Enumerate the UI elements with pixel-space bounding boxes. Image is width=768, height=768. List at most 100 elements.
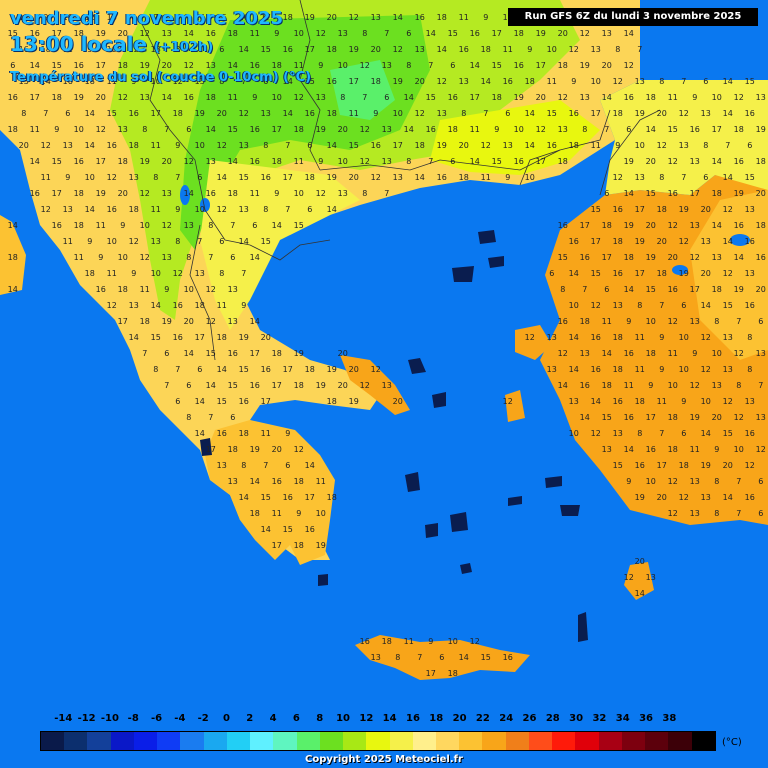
grid-value: 7 xyxy=(604,125,609,134)
grid-value: 8 xyxy=(362,189,367,198)
grid-value: 18 xyxy=(558,61,568,70)
grid-value: 11 xyxy=(503,45,513,54)
grid-value: 18 xyxy=(294,125,304,134)
grid-value: 19 xyxy=(305,13,315,22)
grid-value: 14 xyxy=(261,525,271,534)
grid-value: 8 xyxy=(186,253,191,262)
grid-value: 18 xyxy=(558,157,568,166)
grid-value: 17 xyxy=(151,109,161,118)
grid-value: 10 xyxy=(195,141,205,150)
grid-value: 18 xyxy=(250,509,260,518)
grid-value: 15 xyxy=(239,173,249,182)
grid-value: 19 xyxy=(349,397,359,406)
grid-value: 7 xyxy=(736,477,741,486)
temperature-map: 11 9 10 12 13 8 7 6 14 15 16 17 18 19 20 12 13 14 16 18 11 91… xyxy=(0,0,768,680)
grid-value: 12 xyxy=(415,109,425,118)
grid-value: 19 xyxy=(690,413,700,422)
grid-value: 18 xyxy=(305,173,315,182)
grid-value: 9 xyxy=(494,125,499,134)
grid-value: 18 xyxy=(228,189,238,198)
grid-value: 18 xyxy=(118,61,128,70)
grid-value: 15 xyxy=(745,173,755,182)
border-line xyxy=(319,149,561,171)
grid-value: 18 xyxy=(173,109,183,118)
grid-value: 7 xyxy=(263,461,268,470)
grid-value: 6 xyxy=(450,61,455,70)
land-layer xyxy=(0,0,768,680)
grid-value: 19 xyxy=(327,365,337,374)
grid-value: 13 xyxy=(591,45,601,54)
grid-value: 16 xyxy=(448,93,458,102)
grid-value: 12 xyxy=(723,269,733,278)
grid-value: 14 xyxy=(712,221,722,230)
grid-value: 16 xyxy=(206,189,216,198)
grid-value: 14 xyxy=(558,381,568,390)
grid-value: 13 xyxy=(756,413,766,422)
grid-value: 9 xyxy=(571,77,576,86)
grid-value: 11 xyxy=(261,429,271,438)
grid-value: 8 xyxy=(637,301,642,310)
grid-value: 12 xyxy=(206,285,216,294)
grid-value: 9 xyxy=(318,61,323,70)
grid-value: 16 xyxy=(459,45,469,54)
grid-value: 8 xyxy=(21,109,26,118)
grid-value: 18 xyxy=(756,157,766,166)
grid-value: 6 xyxy=(681,429,686,438)
grid-value: 18 xyxy=(74,29,84,38)
island-lemnos xyxy=(452,266,474,282)
grid-value: 16 xyxy=(624,413,634,422)
grid-value: 14 xyxy=(470,157,480,166)
grid-value: 18 xyxy=(635,397,645,406)
grid-value: 10 xyxy=(338,157,348,166)
grid-value: 15 xyxy=(239,365,249,374)
grid-value: 14 xyxy=(701,429,711,438)
legend-swatch xyxy=(133,732,158,750)
grid-value: 17 xyxy=(712,125,722,134)
legend-swatch xyxy=(273,732,297,750)
grid-value: 10 xyxy=(547,45,557,54)
grid-value: 15 xyxy=(591,205,601,214)
grid-value: 12 xyxy=(525,333,535,342)
grid-value: 7 xyxy=(197,45,202,54)
parameter-label: Température du sol (couche 0-10cm) (°C) xyxy=(10,70,312,85)
grid-value: 18 xyxy=(272,349,282,358)
grid-value: 8 xyxy=(362,29,367,38)
grid-value: 16 xyxy=(107,141,117,150)
grid-value: 8 xyxy=(560,285,565,294)
grid-value: 19 xyxy=(195,109,205,118)
island-karpathos xyxy=(578,612,588,642)
grid-value: 10 xyxy=(646,317,656,326)
grid-value: 15 xyxy=(723,301,733,310)
grid-value: 17 xyxy=(52,29,62,38)
grid-value: 20 xyxy=(756,285,766,294)
grid-value: 6 xyxy=(604,285,609,294)
grid-value: 8 xyxy=(461,109,466,118)
grid-value: 19 xyxy=(635,109,645,118)
legend-swatch xyxy=(552,732,576,750)
grid-value: 8 xyxy=(142,125,147,134)
grid-value: 13 xyxy=(239,205,249,214)
grid-value: 20 xyxy=(602,61,612,70)
grid-value: 12 xyxy=(613,77,623,86)
legend-tick-label: 22 xyxy=(475,713,490,724)
legend-tick-labels: -14 -12 -10 -8 -6 -4 -2 0 2 4 6 8 10 12 14 16 18 20 22 24 26… xyxy=(0,713,768,727)
grid-value: 9 xyxy=(483,13,488,22)
grid-value: 15 xyxy=(558,253,568,262)
grid-value: 19 xyxy=(437,141,447,150)
grid-value: 18 xyxy=(85,269,95,278)
grid-value: 9 xyxy=(626,317,631,326)
grid-value: 18 xyxy=(580,317,590,326)
grid-value: 14 xyxy=(624,285,634,294)
grid-value: 12 xyxy=(118,93,128,102)
legend-tick-label: 36 xyxy=(639,713,654,724)
lesbos xyxy=(515,325,552,360)
legend-tick-label: 0 xyxy=(222,713,230,724)
grid-value: 14 xyxy=(283,109,293,118)
grid-value: 13 xyxy=(151,45,161,54)
grid-value: 16 xyxy=(624,93,634,102)
grid-value: 11 xyxy=(547,77,557,86)
grid-value: 12 xyxy=(316,189,326,198)
grid-value: 7 xyxy=(428,61,433,70)
grid-value: 18 xyxy=(327,397,337,406)
grid-value: 14 xyxy=(239,237,249,246)
